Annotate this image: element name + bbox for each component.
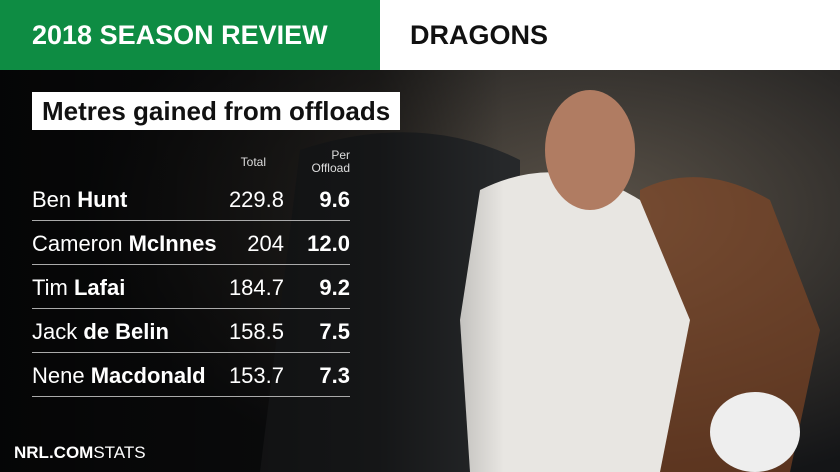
per-offload: 7.5 — [319, 319, 350, 344]
player-name: Jack de Belin — [32, 319, 169, 345]
total: 153.7 — [228, 363, 284, 388]
table-row: Tim Lafai 184.7 9.2 — [32, 265, 350, 309]
last-name: Lafai — [73, 275, 126, 300]
first-name: Nene — [32, 363, 85, 388]
per-offload: 7.3 — [319, 363, 350, 388]
footer-label: STATS — [93, 443, 146, 462]
first-name: Ben — [32, 187, 72, 212]
column-header: Total — [240, 155, 266, 169]
table-row: Ben Hunt 229.8 9.6 — [32, 177, 350, 221]
brand: NRL.COM — [14, 443, 94, 462]
player-name: Nene Macdonald — [32, 363, 206, 389]
first-name: Cameron — [32, 231, 123, 256]
first-name: Tim — [32, 275, 68, 300]
column-header: Per Offload — [311, 148, 350, 175]
player-name: Cameron McInnes — [32, 231, 217, 257]
header-title: 2018 SEASON REVIEW — [0, 0, 380, 70]
team-name: DRAGONS — [380, 0, 840, 70]
total: 158.5 — [228, 319, 284, 344]
total: 184.7 — [228, 275, 284, 300]
last-name: Hunt — [77, 187, 128, 212]
last-name: de Belin — [83, 319, 169, 344]
player-name: Tim Lafai — [32, 275, 125, 301]
per-offload: 9.2 — [319, 275, 350, 300]
subtitle: Metres gained from offloads — [32, 92, 401, 130]
table-row: Nene Macdonald 153.7 7.3 — [32, 353, 350, 397]
player-name: Ben Hunt — [32, 187, 127, 213]
total: 229.8 — [228, 187, 284, 212]
per-offload: 9.6 — [319, 187, 350, 212]
table-row: Cameron McInnes 204 12.0 — [32, 221, 350, 265]
per-offload: 12.0 — [307, 231, 350, 256]
table-row: Jack de Belin 158.5 7.5 — [32, 309, 350, 353]
last-name: McInnes — [128, 231, 217, 256]
last-name: Macdonald — [90, 363, 206, 388]
total: 204 — [247, 231, 284, 256]
footer: NRL.COMSTATS — [14, 443, 146, 463]
first-name: Jack — [32, 319, 78, 344]
